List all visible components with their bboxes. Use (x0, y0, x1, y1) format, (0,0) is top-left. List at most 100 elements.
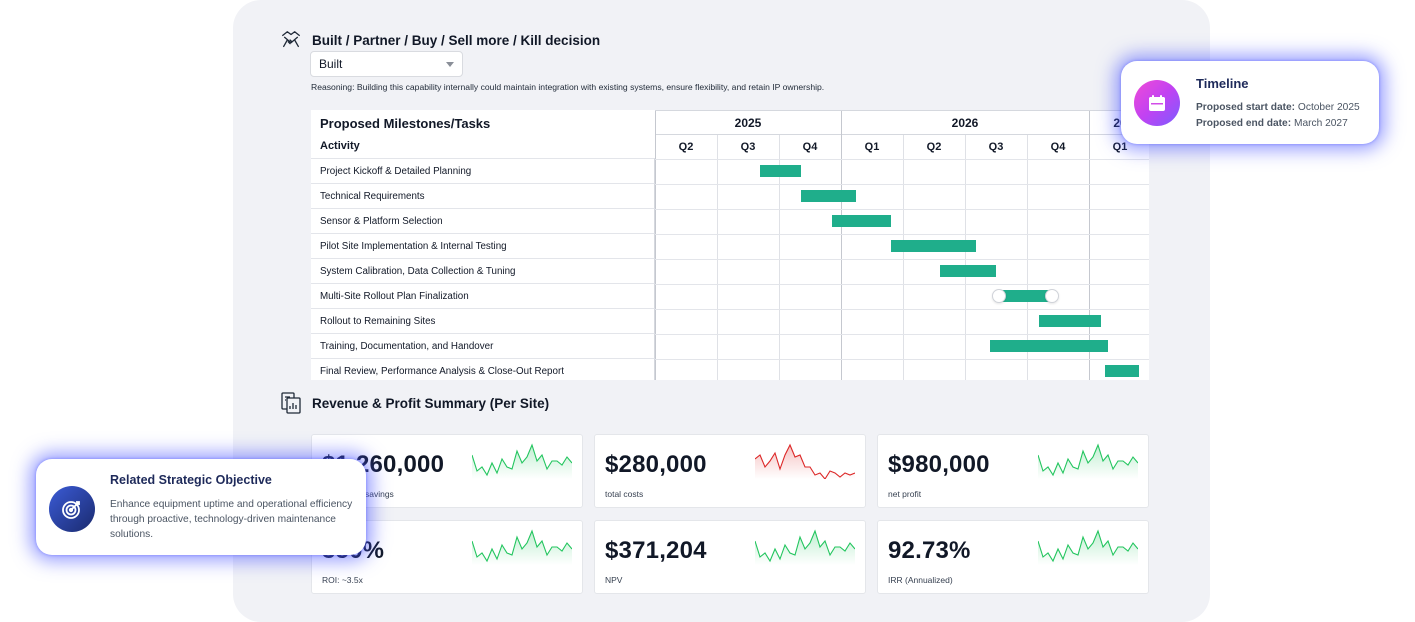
summary-title: Revenue & Profit Summary (Per Site) (312, 395, 550, 411)
grid-vline (903, 135, 904, 380)
activity-label: Training, Documentation, and Handover (320, 340, 494, 352)
activity-row[interactable]: Multi-Site Rollout Plan Finalization (311, 283, 655, 308)
timeline-title: Timeline (1196, 76, 1249, 91)
activity-label: Technical Requirements (320, 190, 425, 202)
activity-label: System Calibration, Data Collection & Tu… (320, 265, 516, 277)
activity-row[interactable]: Sensor & Platform Selection (311, 208, 655, 233)
sparkline (755, 529, 855, 565)
chevron-down-icon (446, 61, 454, 67)
sparkline (1038, 529, 1138, 565)
year-header: 2025 (655, 111, 841, 135)
sparkline-line (472, 443, 572, 477)
calendar-icon (1134, 80, 1180, 126)
decision-reasoning: Reasoning: Building this capability inte… (311, 82, 825, 92)
grid-hline (655, 159, 1149, 160)
kpi-label: net profit (888, 489, 922, 499)
task-bar[interactable] (800, 190, 857, 202)
grid-vline (965, 135, 966, 380)
kpi-card: $280,000 total costs (594, 434, 866, 508)
quarter-header: Q4 (802, 141, 818, 153)
grid-hline (655, 259, 1149, 260)
timeline-end-value: March 2027 (1293, 118, 1348, 129)
sparkline-line (1038, 443, 1138, 477)
activity-label: Multi-Site Rollout Plan Finalization (320, 290, 469, 302)
sparkline-area (755, 445, 855, 479)
sparkline (472, 443, 572, 479)
sparkline-line (472, 529, 572, 563)
grid-hline (655, 284, 1149, 285)
activity-row[interactable]: Technical Requirements (311, 183, 655, 208)
decision-header: Built / Partner / Buy / Sell more / Kill… (280, 29, 600, 51)
timeline-end: Proposed end date: March 2027 (1196, 118, 1348, 129)
grid-hline (655, 359, 1149, 360)
activity-label: Project Kickoff & Detailed Planning (320, 165, 472, 177)
grid-hline (655, 309, 1149, 310)
decision-select-value: Built (319, 57, 343, 71)
grid-hline (655, 184, 1149, 185)
task-bar[interactable] (989, 340, 1108, 352)
activity-row[interactable]: Pilot Site Implementation & Internal Tes… (311, 233, 655, 258)
sparkline-area (755, 531, 855, 565)
task-bar[interactable] (760, 165, 801, 177)
kpi-label: ROI: ~3.5x (322, 575, 363, 585)
quarter-header: Q1 (1112, 141, 1128, 153)
kpi-label: total costs (605, 489, 644, 499)
kpi-value: $280,000 (605, 451, 707, 478)
objective-title: Related Strategic Objective (110, 473, 272, 487)
year-header: 2026 (841, 111, 1089, 135)
target-icon (49, 486, 95, 532)
sparkline-line (1038, 529, 1138, 563)
activity-header: Activity (320, 140, 360, 152)
activity-row[interactable]: System Calibration, Data Collection & Tu… (311, 258, 655, 283)
quarter-header: Q2 (926, 141, 942, 153)
kpi-label: IRR (Annualized) (888, 575, 953, 585)
task-bar[interactable] (1039, 315, 1102, 327)
timeline-grid: 2025 2026 20 Q2 Q3 Q4 Q1 Q2 Q3 Q4 Q1 (655, 110, 1149, 380)
grid-vline (1027, 135, 1028, 380)
grid-hline (655, 209, 1149, 210)
grid-vline (1089, 111, 1090, 380)
sparkline-area (472, 531, 572, 565)
grid-vline (717, 135, 718, 380)
task-bar[interactable] (890, 240, 977, 252)
sparkline-line (755, 443, 855, 479)
timeline-start-label: Proposed start date: (1196, 102, 1296, 113)
quarter-header: Q2 (678, 141, 694, 153)
sparkline (755, 443, 855, 479)
strategic-objective-card: Related Strategic Objective Enhance equi… (36, 459, 366, 555)
sparkline (472, 529, 572, 565)
task-bar[interactable] (1104, 365, 1139, 377)
sparkline-area (472, 445, 572, 479)
summary-header: Revenue & Profit Summary (Per Site) (280, 392, 549, 414)
quarter-header: Q3 (988, 141, 1004, 153)
kpi-value: $980,000 (888, 451, 990, 478)
activity-label: Sensor & Platform Selection (320, 215, 443, 227)
kpi-value: $371,204 (605, 537, 707, 564)
grid-hline (655, 334, 1149, 335)
sparkline-area (1038, 445, 1138, 479)
milestones-gantt: Proposed Milestones/Tasks Activity Proje… (311, 110, 1149, 380)
resize-handle-start[interactable] (992, 289, 1007, 303)
task-bar[interactable] (940, 265, 996, 277)
handshake-icon (280, 29, 302, 51)
activity-row[interactable]: Final Review, Performance Analysis & Clo… (311, 358, 655, 380)
task-bar[interactable] (831, 215, 891, 227)
kpi-label: NPV (605, 575, 623, 585)
resize-handle-end[interactable] (1044, 289, 1059, 303)
activity-label: Pilot Site Implementation & Internal Tes… (320, 240, 507, 252)
activity-label: Rollout to Remaining Sites (320, 315, 436, 327)
activity-row[interactable]: Rollout to Remaining Sites (311, 308, 655, 333)
grid-vline (841, 111, 842, 380)
decision-select[interactable]: Built (310, 51, 463, 77)
timeline-end-label: Proposed end date: (1196, 118, 1292, 129)
activity-row[interactable]: Training, Documentation, and Handover (311, 333, 655, 358)
sparkline-line (755, 529, 855, 563)
kpi-value: 92.73% (888, 537, 971, 564)
timeline-card: Timeline Proposed start date: October 20… (1121, 61, 1379, 144)
activity-row[interactable]: Project Kickoff & Detailed Planning (311, 158, 655, 183)
quarter-header: Q3 (740, 141, 756, 153)
report-icon (280, 392, 302, 414)
task-bar[interactable] (999, 290, 1052, 302)
sparkline-area (1038, 531, 1138, 565)
